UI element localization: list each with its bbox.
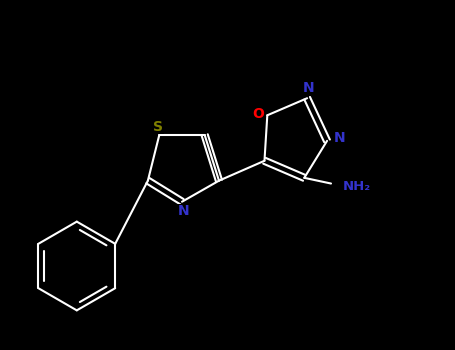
- Text: N: N: [334, 131, 345, 145]
- Text: S: S: [153, 120, 163, 134]
- Text: NH₂: NH₂: [343, 180, 371, 193]
- Text: N: N: [177, 204, 189, 218]
- Text: O: O: [252, 107, 264, 121]
- Text: N: N: [303, 81, 314, 95]
